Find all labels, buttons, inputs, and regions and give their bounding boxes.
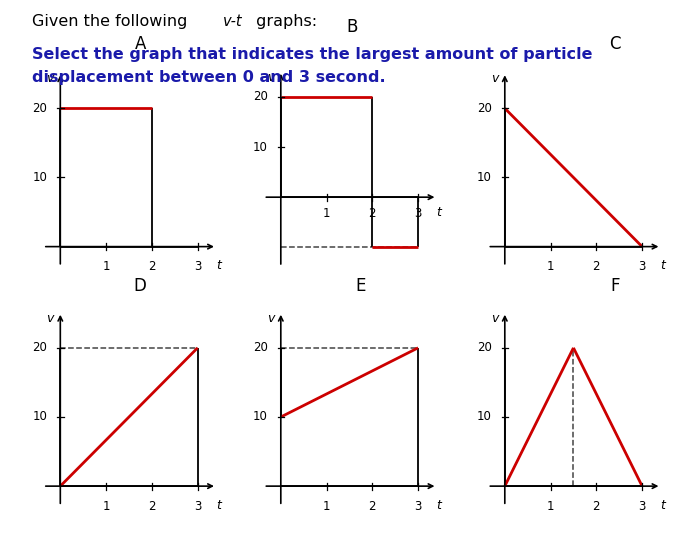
- Text: 2: 2: [593, 261, 600, 273]
- Text: B: B: [346, 18, 358, 36]
- Text: 20: 20: [33, 341, 48, 354]
- Text: 3: 3: [414, 207, 422, 220]
- Text: v: v: [47, 72, 54, 85]
- Text: t: t: [660, 499, 665, 511]
- Text: v: v: [47, 312, 54, 325]
- Text: 2: 2: [593, 500, 600, 513]
- Text: v: v: [491, 312, 498, 325]
- Text: 20: 20: [477, 102, 492, 115]
- Text: 2: 2: [369, 500, 376, 513]
- Text: Given the following: Given the following: [32, 14, 192, 29]
- Text: Select the graph that indicates the largest amount of particle: Select the graph that indicates the larg…: [32, 47, 592, 62]
- Text: displacement between 0 and 3 second.: displacement between 0 and 3 second.: [32, 70, 385, 85]
- Text: 10: 10: [253, 411, 268, 423]
- Text: t: t: [216, 499, 220, 511]
- Text: E: E: [356, 277, 366, 295]
- Text: F: F: [610, 277, 620, 295]
- Text: v: v: [491, 72, 498, 85]
- Text: 10: 10: [253, 140, 268, 154]
- Text: 1: 1: [323, 207, 330, 220]
- Text: 2: 2: [369, 207, 376, 220]
- Text: 20: 20: [477, 341, 492, 354]
- Text: t: t: [436, 499, 441, 511]
- Text: 3: 3: [414, 500, 422, 513]
- Text: 1: 1: [547, 500, 554, 513]
- Text: 1: 1: [102, 500, 110, 513]
- Text: D: D: [134, 277, 146, 295]
- Text: 20: 20: [253, 341, 268, 354]
- Text: 10: 10: [33, 411, 48, 423]
- Text: 3: 3: [194, 261, 202, 273]
- Text: 10: 10: [477, 411, 492, 423]
- Text: graphs:: graphs:: [251, 14, 316, 29]
- Text: C: C: [609, 35, 621, 53]
- Text: t: t: [436, 206, 441, 219]
- Text: v: v: [267, 71, 274, 84]
- Text: 1: 1: [547, 261, 554, 273]
- Text: t: t: [660, 259, 665, 272]
- Text: 3: 3: [638, 261, 646, 273]
- Text: v: v: [267, 312, 274, 325]
- Text: t: t: [216, 259, 220, 272]
- Text: v-t: v-t: [223, 14, 242, 29]
- Text: 1: 1: [323, 500, 330, 513]
- Text: A: A: [134, 35, 146, 53]
- Text: 20: 20: [253, 90, 268, 104]
- Text: 3: 3: [194, 500, 202, 513]
- Text: 1: 1: [102, 261, 110, 273]
- Text: 2: 2: [148, 261, 155, 273]
- Text: 10: 10: [477, 171, 492, 184]
- Text: 20: 20: [33, 102, 48, 115]
- Text: 10: 10: [33, 171, 48, 184]
- Text: 3: 3: [638, 500, 646, 513]
- Text: 2: 2: [148, 500, 155, 513]
